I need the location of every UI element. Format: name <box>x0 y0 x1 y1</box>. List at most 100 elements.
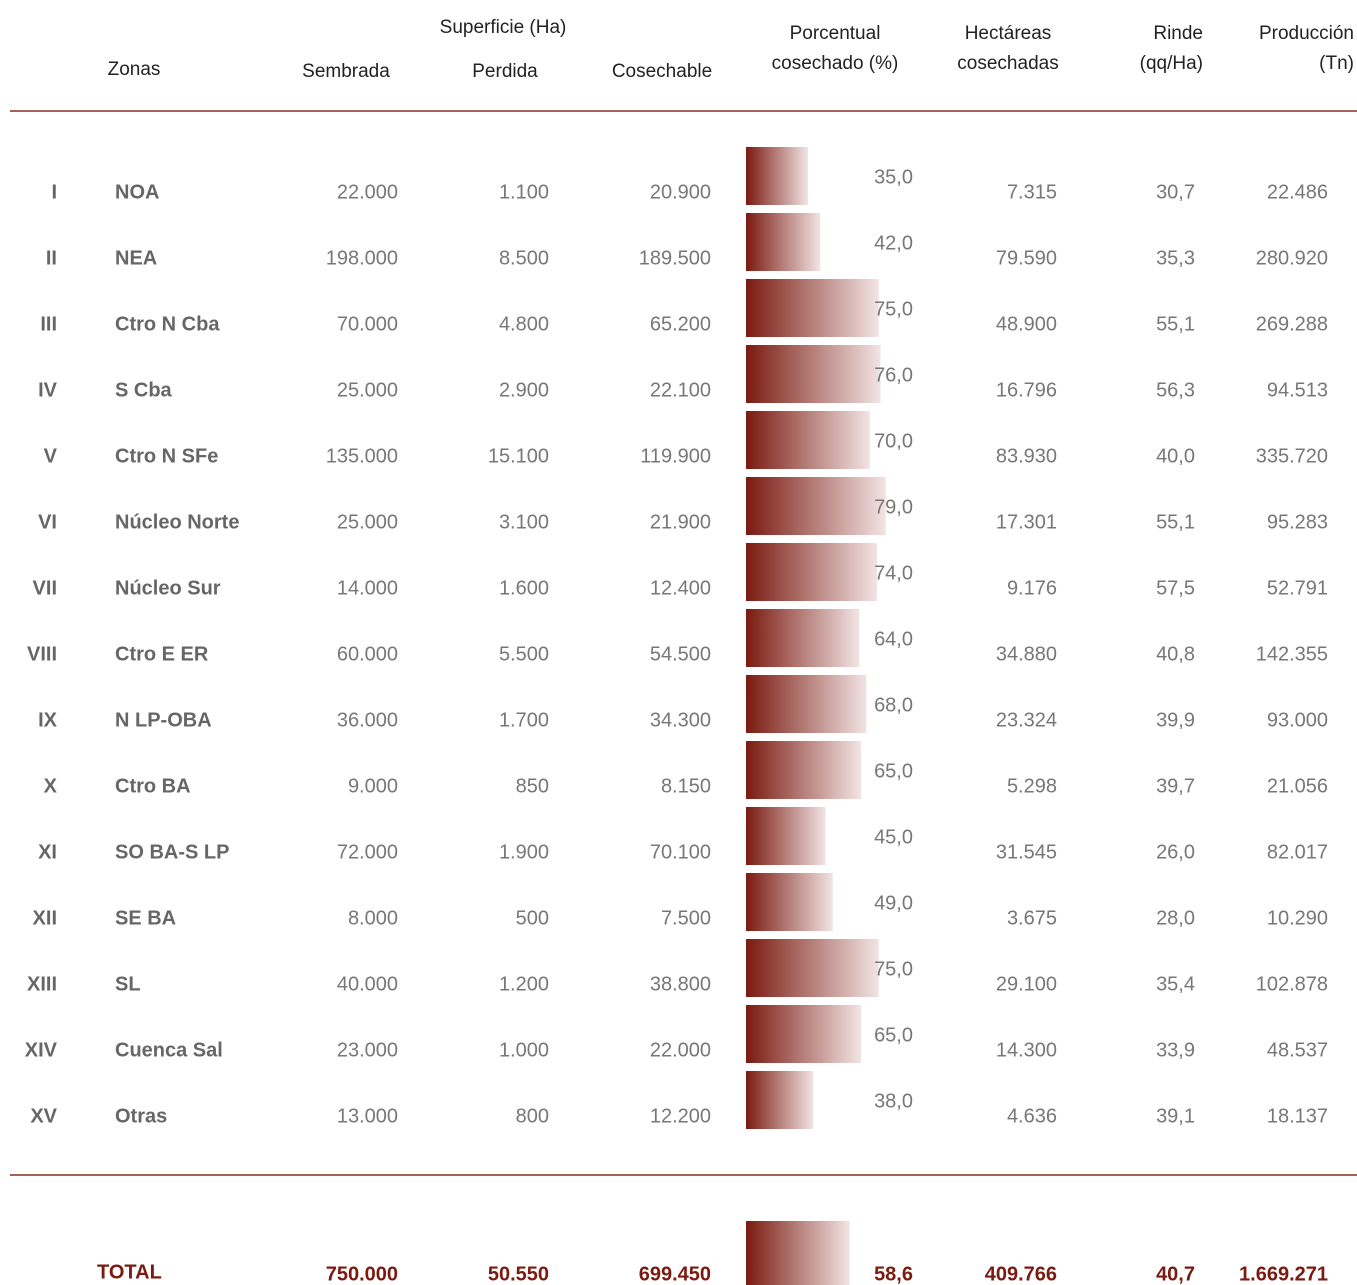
zone-name: NOA <box>115 181 159 203</box>
percent-label: 45,0 <box>874 826 913 848</box>
bar <box>746 741 862 799</box>
cell: 55,1 <box>1156 313 1195 335</box>
cell: 33,9 <box>1156 1039 1195 1061</box>
cell: 14.000 <box>337 577 398 599</box>
header: Hectáreas <box>965 23 1052 44</box>
zone-number: II <box>46 247 57 269</box>
zone-name: Núcleo Norte <box>115 511 239 533</box>
cell: 1.000 <box>499 1039 549 1061</box>
cell: 39,7 <box>1156 775 1195 797</box>
cell: 65.200 <box>650 313 711 335</box>
percent-label: 38,0 <box>874 1090 913 1112</box>
group-header: Superficie (Ha) <box>440 17 567 38</box>
cell: 335.720 <box>1256 445 1328 467</box>
bar <box>746 873 833 931</box>
zone-name: S Cba <box>115 379 173 401</box>
cell: 95.283 <box>1267 511 1328 533</box>
header: Producción <box>1259 23 1354 44</box>
cell: 28,0 <box>1156 907 1195 929</box>
cell: 500 <box>516 907 549 929</box>
cell: 8.500 <box>499 247 549 269</box>
percent-label: 79,0 <box>874 496 913 518</box>
total-cell: 409.766 <box>985 1263 1057 1285</box>
cell: 2.900 <box>499 379 549 401</box>
cell: 8.000 <box>348 907 398 929</box>
cell: 23.000 <box>337 1039 398 1061</box>
cell: 55,1 <box>1156 511 1195 533</box>
cell: 48.900 <box>996 313 1057 335</box>
cell: 5.500 <box>499 643 549 665</box>
percent-label: 42,0 <box>874 232 913 254</box>
cell: 269.288 <box>1256 313 1328 335</box>
percent-label: 65,0 <box>874 760 913 782</box>
cell: 1.600 <box>499 577 549 599</box>
zone-name: Ctro N Cba <box>115 313 220 335</box>
zone-name: Otras <box>115 1105 167 1127</box>
cell: 8.150 <box>661 775 711 797</box>
cell: 36.000 <box>337 709 398 731</box>
cell: 70.000 <box>337 313 398 335</box>
zone-number: VII <box>33 577 57 599</box>
cell: 93.000 <box>1267 709 1328 731</box>
header: cosechado (%) <box>772 53 899 74</box>
bar <box>746 477 886 535</box>
header: (qq/Ha) <box>1140 53 1203 74</box>
cell: 34.300 <box>650 709 711 731</box>
zone-name: Núcleo Sur <box>115 577 221 599</box>
cell: 850 <box>516 775 549 797</box>
zone-name: Ctro BA <box>115 775 191 797</box>
cell: 280.920 <box>1256 247 1328 269</box>
cell: 29.100 <box>996 973 1057 995</box>
zone-number: IX <box>38 709 58 731</box>
zone-number: VI <box>38 511 57 533</box>
cell: 22.486 <box>1267 181 1328 203</box>
cell: 21.900 <box>650 511 711 533</box>
cell: 52.791 <box>1267 577 1328 599</box>
header: Rinde <box>1153 23 1203 44</box>
zone-name: SL <box>115 973 141 995</box>
bar <box>746 1005 862 1063</box>
cell: 17.301 <box>996 511 1057 533</box>
zone-number: XV <box>30 1105 57 1127</box>
cell: 7.315 <box>1007 181 1057 203</box>
cell: 1.900 <box>499 841 549 863</box>
cell: 800 <box>516 1105 549 1127</box>
total-cell: 1.669.271 <box>1239 1263 1328 1285</box>
cell: 7.500 <box>661 907 711 929</box>
cell: 13.000 <box>337 1105 398 1127</box>
zone-number: III <box>40 313 57 335</box>
header: Zonas <box>108 59 161 80</box>
percent-label: 75,0 <box>874 298 913 320</box>
bar <box>746 345 881 403</box>
zone-number: IV <box>38 379 58 401</box>
percent-label: 76,0 <box>874 364 913 386</box>
cell: 1.200 <box>499 973 549 995</box>
cell: 189.500 <box>639 247 711 269</box>
cell: 9.000 <box>348 775 398 797</box>
cell: 39,9 <box>1156 709 1195 731</box>
cell: 40,8 <box>1156 643 1195 665</box>
cell: 38.800 <box>650 973 711 995</box>
total-cell: 40,7 <box>1156 1263 1195 1285</box>
cell: 4.800 <box>499 313 549 335</box>
bar <box>746 1071 814 1129</box>
header: (Tn) <box>1319 53 1354 74</box>
bar <box>746 411 870 469</box>
cell: 1.700 <box>499 709 549 731</box>
zone-number: XII <box>33 907 57 929</box>
cell: 35,4 <box>1156 973 1195 995</box>
cell: 142.355 <box>1256 643 1328 665</box>
cell: 21.056 <box>1267 775 1328 797</box>
cell: 22.000 <box>650 1039 711 1061</box>
cell: 54.500 <box>650 643 711 665</box>
cell: 1.100 <box>499 181 549 203</box>
bar <box>746 1221 850 1285</box>
total-cell: 50.550 <box>488 1263 549 1285</box>
cell: 79.590 <box>996 247 1057 269</box>
percent-label: 68,0 <box>874 694 913 716</box>
cell: 34.880 <box>996 643 1057 665</box>
cell: 70.100 <box>650 841 711 863</box>
cell: 48.537 <box>1267 1039 1328 1061</box>
zone-number: XIV <box>25 1039 58 1061</box>
